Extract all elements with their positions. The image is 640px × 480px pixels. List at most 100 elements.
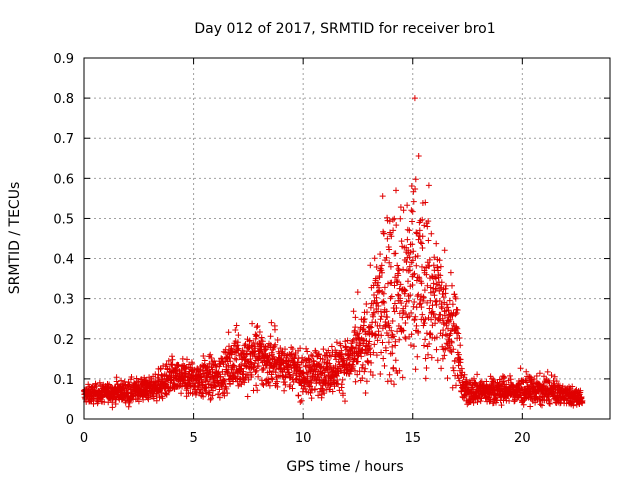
data-point <box>235 332 242 339</box>
data-point <box>163 391 170 398</box>
data-point <box>441 352 448 359</box>
data-point <box>387 350 394 357</box>
data-point <box>411 299 418 305</box>
data-point <box>352 378 359 385</box>
data-point <box>503 381 510 388</box>
data-point <box>405 278 411 285</box>
data-point <box>404 236 411 243</box>
data-point <box>420 294 427 301</box>
data-point <box>437 263 444 270</box>
data-point <box>371 341 378 348</box>
data-point <box>406 227 413 234</box>
data-point <box>408 309 415 316</box>
data-point <box>427 331 434 338</box>
data-point <box>461 371 468 378</box>
data-point <box>93 383 100 390</box>
data-point <box>413 322 420 329</box>
data-point <box>165 357 172 364</box>
data-point <box>440 294 447 301</box>
data-point <box>201 357 208 364</box>
data-point <box>342 398 348 405</box>
data-point <box>411 343 417 350</box>
data-point <box>449 301 456 308</box>
data-point <box>253 324 260 331</box>
data-point <box>388 378 395 384</box>
y-tick-label: 0.6 <box>53 172 74 187</box>
data-point <box>526 373 533 380</box>
data-point <box>169 356 176 363</box>
data-point <box>386 371 393 378</box>
data-point <box>367 323 373 330</box>
data-point <box>373 264 380 270</box>
data-point <box>118 377 125 384</box>
data-point <box>255 363 262 369</box>
data-point <box>507 372 513 379</box>
data-point <box>391 215 398 222</box>
y-tick-label: 0.1 <box>53 373 74 388</box>
data-point <box>421 320 428 327</box>
data-point <box>393 222 400 229</box>
data-point <box>221 378 228 384</box>
data-point <box>296 364 303 371</box>
data-point <box>441 312 448 319</box>
data-point <box>386 218 393 225</box>
data-point <box>281 387 288 394</box>
data-point <box>397 204 404 211</box>
data-point <box>391 381 397 388</box>
data-point <box>410 271 417 278</box>
data-point <box>570 402 577 409</box>
data-point <box>424 223 431 230</box>
data-point <box>255 373 262 380</box>
data-point <box>259 338 266 345</box>
data-point <box>418 240 425 247</box>
data-point <box>425 237 432 244</box>
data-point <box>248 371 255 378</box>
data-point <box>288 351 295 358</box>
data-point <box>546 398 553 404</box>
data-point <box>449 282 455 289</box>
data-point <box>388 293 395 300</box>
data-point <box>287 382 294 388</box>
data-point <box>412 366 419 373</box>
data-point <box>303 345 310 352</box>
data-point <box>418 280 425 287</box>
data-point <box>375 303 382 309</box>
data-point <box>460 374 467 381</box>
data-point <box>358 353 365 360</box>
data-point <box>390 333 397 340</box>
data-point <box>477 398 484 405</box>
data-point <box>350 308 357 315</box>
data-point <box>352 324 359 331</box>
data-point <box>354 289 361 296</box>
data-point <box>450 364 457 371</box>
data-point <box>364 309 370 316</box>
data-point <box>232 327 239 333</box>
data-point <box>533 373 540 379</box>
data-point <box>359 375 366 382</box>
data-point <box>448 339 455 346</box>
data-point <box>443 282 449 289</box>
data-point <box>436 298 443 304</box>
data-point <box>436 288 443 294</box>
data-point <box>200 393 207 400</box>
data-point <box>423 271 430 278</box>
data-point <box>396 367 403 374</box>
data-point <box>402 287 409 294</box>
data-point <box>339 376 346 383</box>
data-point <box>320 346 327 353</box>
data-point <box>334 377 341 383</box>
data-point <box>372 319 379 326</box>
data-point <box>453 310 460 316</box>
data-point <box>397 281 404 288</box>
data-point <box>328 343 335 350</box>
data-point <box>366 346 373 353</box>
data-point <box>415 329 422 336</box>
data-point <box>389 216 396 223</box>
data-point <box>312 386 318 392</box>
data-point <box>260 382 267 388</box>
data-point <box>474 371 481 378</box>
data-point <box>182 370 189 376</box>
data-point <box>270 353 277 360</box>
data-point <box>450 346 457 353</box>
